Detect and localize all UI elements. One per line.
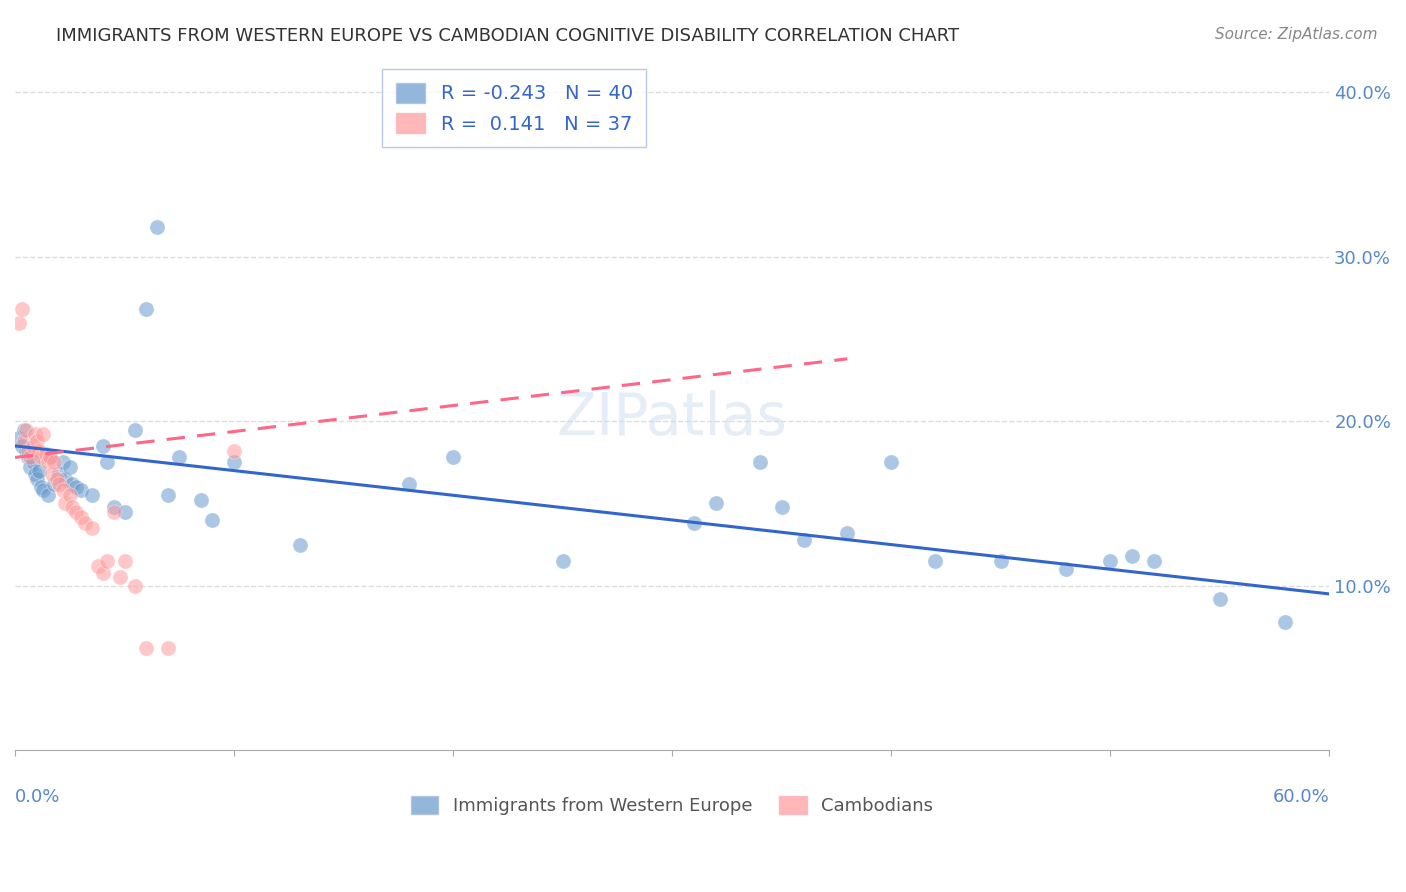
Point [13,434,35,448]
Point [157,641,180,656]
Point [96,455,118,469]
Point [704,496,727,510]
Point [80,488,103,502]
Point [52,455,75,469]
Point [21,439,44,453]
Point [32,427,55,442]
Point [8,316,31,330]
Point [114,505,136,519]
Point [770,500,793,514]
Point [157,488,180,502]
Point [44,476,66,491]
Point [103,500,125,514]
Text: IMMIGRANTS FROM WESTERN EUROPE VS CAMBODIAN COGNITIVE DISABILITY CORRELATION CHA: IMMIGRANTS FROM WESTERN EUROPE VS CAMBOD… [56,27,959,45]
Point [75,516,97,531]
Text: ZIPatlas: ZIPatlas [557,390,787,447]
Point [30,480,52,494]
Point [169,450,191,465]
Point [114,554,136,568]
Point [398,476,420,491]
Point [17,450,39,465]
Point [190,493,212,508]
Point [108,570,131,584]
Point [748,455,770,469]
Point [135,641,157,656]
Legend: Immigrants from Western Europe, Cambodians: Immigrants from Western Europe, Cambodia… [402,787,942,824]
Point [880,455,903,469]
Point [28,464,51,478]
Point [21,455,44,469]
Point [1054,562,1077,576]
Point [44,455,66,469]
Point [45,472,67,486]
Point [10,302,32,317]
Point [551,554,574,568]
Point [10,439,32,453]
Point [14,443,37,458]
Point [52,483,75,498]
Point [1099,554,1122,568]
Point [222,443,245,458]
Text: 0.0%: 0.0% [15,788,60,806]
Point [91,439,114,453]
Point [441,450,464,465]
Point [96,554,118,568]
Point [837,526,859,541]
Point [103,505,125,519]
Point [60,476,83,491]
Point [87,558,110,573]
Point [37,455,59,469]
Point [8,431,31,445]
Point [288,538,311,552]
Point [201,513,224,527]
Point [14,423,37,437]
Point [924,554,946,568]
Point [69,509,91,524]
Point [59,460,82,475]
Point [20,450,42,465]
Point [60,500,83,514]
Point [28,443,51,458]
Point [41,467,63,481]
Point [48,476,70,491]
Point [1143,554,1166,568]
Point [793,533,815,547]
Point [55,496,77,510]
Point [65,505,87,519]
Point [37,488,59,502]
Point [80,521,103,535]
Point [20,460,42,475]
Point [124,423,146,437]
Point [146,220,169,235]
Point [32,483,55,498]
Point [25,472,48,486]
Point [39,450,62,465]
Point [59,488,82,502]
Point [222,455,245,469]
Point [91,566,114,580]
Point [39,450,62,465]
Point [25,434,48,448]
Point [30,450,52,465]
Point [135,302,157,317]
Point [990,554,1012,568]
Text: 60.0%: 60.0% [1272,788,1329,806]
Point [1274,615,1296,629]
Point [24,427,46,442]
Point [13,423,35,437]
Point [55,472,77,486]
Point [65,480,87,494]
Point [17,443,39,458]
Point [124,579,146,593]
Text: Source: ZipAtlas.com: Source: ZipAtlas.com [1215,27,1378,42]
Point [1121,549,1143,563]
Point [34,447,56,461]
Point [48,467,70,481]
Point [24,467,46,481]
Point [1209,591,1232,606]
Point [683,516,706,531]
Point [69,483,91,498]
